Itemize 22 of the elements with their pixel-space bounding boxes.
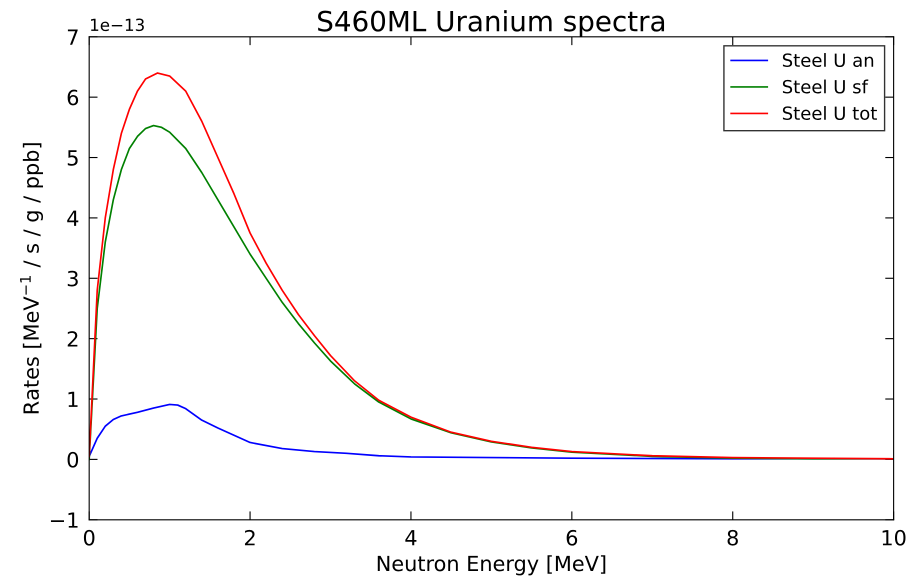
x-tick-label: 8 <box>728 530 738 546</box>
x-axis-title: Neutron Energy [MeV] <box>378 555 606 576</box>
x-tick-label: 0 <box>84 530 94 546</box>
y-axis-title: Rates [MeV$^{−1}$ / s / g / ppb] <box>20 143 44 414</box>
chart-title: S460ML Uranium spectra <box>318 10 664 38</box>
legend-label: Steel U tot <box>782 106 877 120</box>
x-tick-label: 10 <box>882 530 906 546</box>
x-tick-label: 2 <box>244 530 255 546</box>
legend-label: Steel U an <box>782 53 874 68</box>
y-tick-label: 0 <box>68 452 78 468</box>
y-tick-label: −1 <box>50 512 78 528</box>
x-tick-label: 6 <box>566 530 578 546</box>
y-tick-label: 1 <box>68 392 78 407</box>
x-tick-label: 4 <box>405 530 416 546</box>
y-tick-label: 3 <box>68 270 78 286</box>
y-tick-label: 4 <box>67 210 78 226</box>
y-tick-label: 6 <box>68 90 78 106</box>
legend-label: Steel U sf <box>782 80 868 94</box>
y-tick-label: 2 <box>68 331 78 347</box>
text: 1e−13 <box>91 18 144 32</box>
y-tick-label: 5 <box>68 150 78 166</box>
y-tick-label: 7 <box>68 30 78 45</box>
